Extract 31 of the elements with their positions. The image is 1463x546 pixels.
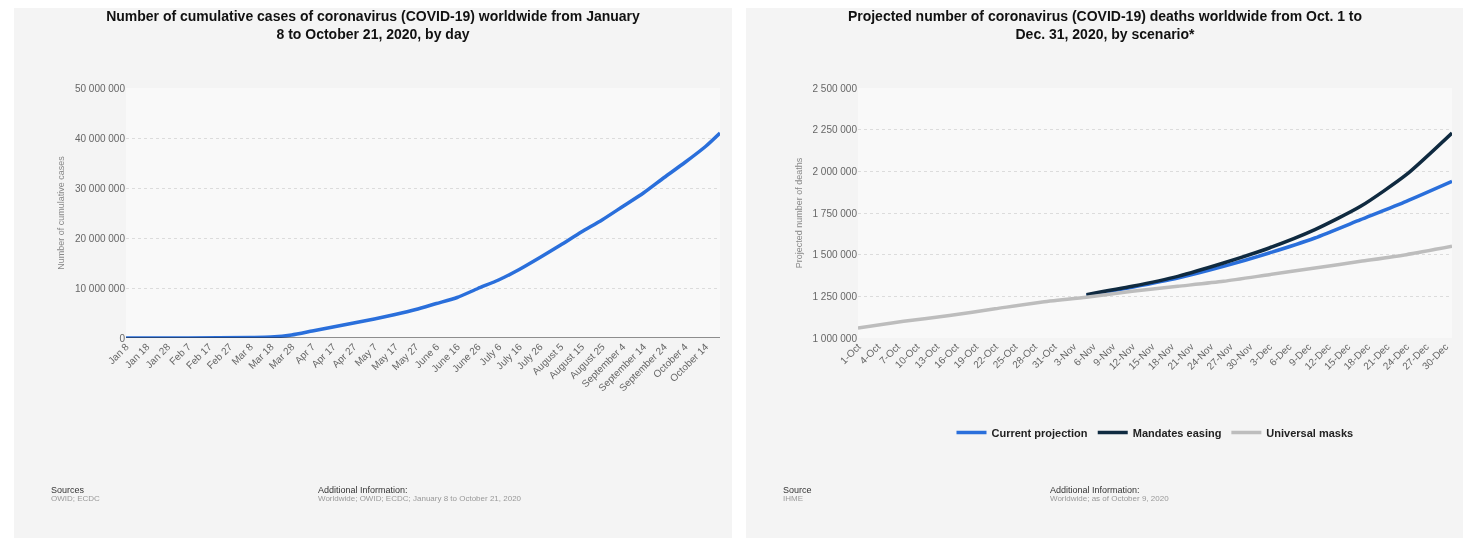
- chart-title: Number of cumulative cases of coronavirus (COVID-19) worldwide from January 8 to October 21, 2020, by day: [106, 8, 641, 43]
- text: Source: [783, 485, 812, 495]
- text: OWID; ECDC: [51, 494, 101, 503]
- legend-label: Universal masks: [1266, 426, 1354, 439]
- text: Worldwide; as of October 9, 2020: [1050, 494, 1170, 503]
- y-tick-label: 1 000 000: [812, 332, 858, 344]
- line-series: [858, 244, 1452, 330]
- y-tick-label: 2 500 000: [812, 82, 858, 94]
- text: Additional Information:: [318, 485, 408, 495]
- y-tick-label: 0: [119, 332, 126, 344]
- text: Additional Information:: [1050, 485, 1140, 495]
- line-series: [1084, 131, 1452, 297]
- y-tick-label: 40 000 000: [74, 132, 126, 144]
- y-tick-label: 30 000 000: [74, 182, 126, 194]
- y-tick-label: 2 000 000: [812, 165, 858, 177]
- chart-title: Projected number of coronavirus (COVID-19) deaths worldwide from Oct. 1 to Dec. 31, 2020, by scenario*: [847, 8, 1363, 43]
- line-series: [126, 131, 720, 338]
- y-tick-label: 20 000 000: [74, 232, 126, 244]
- y-tick-label: 10 000 000: [74, 282, 126, 294]
- text: Sources: [51, 485, 85, 495]
- y-tick-label: 50 000 000: [74, 82, 126, 94]
- y-axis-title: Number of cumulative cases: [56, 155, 67, 270]
- legend-label: Current projection: [991, 426, 1088, 439]
- y-tick-label: 1 250 000: [812, 290, 858, 302]
- legend-label: Mandates easing: [1132, 426, 1222, 439]
- text: Worldwide; OWID; ECDC; January 8 to October 21, 2020: [318, 494, 522, 503]
- text: IHME: [783, 494, 803, 503]
- y-tick-label: 1 750 000: [812, 207, 858, 219]
- y-axis-title: Projected number of deaths: [793, 157, 804, 269]
- y-tick-label: 1 500 000: [812, 249, 858, 261]
- y-tick-label: 2 250 000: [812, 124, 858, 136]
